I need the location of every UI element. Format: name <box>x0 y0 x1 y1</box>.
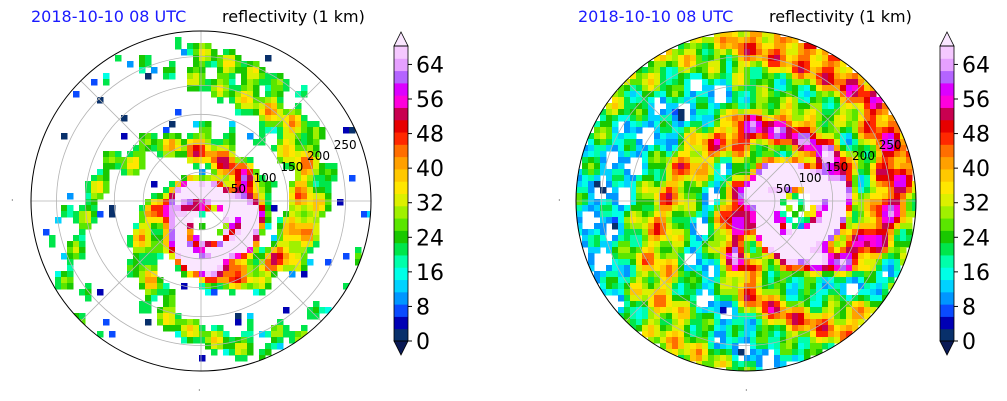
colorbar-tick-label: 56 <box>416 88 444 113</box>
reflectivity-field <box>576 31 916 371</box>
colorbar-tick-label: 64 <box>416 53 444 78</box>
right-field-title: reflectivity (1 km) <box>769 7 912 26</box>
colorbar-tick-label: 32 <box>962 192 990 217</box>
polar-grid <box>31 31 371 371</box>
colorbar-extend-max <box>393 31 409 47</box>
right-time-title: 2018-10-10 08 UTC <box>578 7 734 26</box>
left-axis-tick-w: · <box>11 196 14 205</box>
colorbar-tick-label: 8 <box>416 295 430 320</box>
range-ring-label: 150 <box>825 160 848 174</box>
left-time-title: 2018-10-10 08 UTC <box>31 7 187 26</box>
range-ring-label: 50 <box>231 182 246 196</box>
left-axis-tick-s: · <box>198 386 201 395</box>
colorbar-tick-label: 40 <box>962 157 990 182</box>
reflectivity-field <box>43 37 371 362</box>
colorbar-tick-label: 32 <box>416 192 444 217</box>
colorbar-tick-label: 16 <box>416 261 444 286</box>
range-ring-label: 100 <box>254 171 277 185</box>
colorbar: 0 8 16 24 32 40 48 56 64 <box>939 31 990 356</box>
colorbar-tick-label: 24 <box>962 226 990 251</box>
polar-grid <box>576 31 916 371</box>
right-panel: 2018-10-10 08 UTC reflectivity (1 km) · … <box>547 0 1007 401</box>
plot-boundary <box>575 30 917 372</box>
right-axis-tick-s: · <box>745 386 748 395</box>
range-ring-label: 150 <box>280 160 303 174</box>
left-field-title: reflectivity (1 km) <box>222 7 365 26</box>
colorbar-tick-label: 48 <box>962 123 990 148</box>
colorbar-tick-label: 8 <box>962 295 976 320</box>
colorbar-tick-label: 64 <box>962 53 990 78</box>
right-axis-tick-w: · <box>558 196 561 205</box>
range-ring-label: 100 <box>799 171 822 185</box>
colorbar-tick-label: 0 <box>962 330 976 355</box>
range-ring-label: 250 <box>334 138 357 152</box>
colorbar-tick-label: 56 <box>962 88 990 113</box>
plot-boundary <box>30 30 372 372</box>
range-ring-label: 50 <box>776 182 791 196</box>
range-ring-label: 200 <box>307 149 330 163</box>
colorbar-extend-min <box>393 340 409 356</box>
colorbar-tick-label: 0 <box>416 330 430 355</box>
colorbar-tick-label: 24 <box>416 226 444 251</box>
colorbar-extend-min <box>939 340 955 356</box>
range-ring-label: 250 <box>879 138 902 152</box>
colorbar-extend-max <box>939 31 955 47</box>
colorbar-tick-label: 16 <box>962 261 990 286</box>
colorbar-tick-label: 48 <box>416 123 444 148</box>
range-ring-label: 200 <box>852 149 875 163</box>
colorbar: 0 8 16 24 32 40 48 56 64 <box>393 31 444 356</box>
colorbar-tick-label: 40 <box>416 157 444 182</box>
left-panel: 2018-10-10 08 UTC reflectivity (1 km) · … <box>0 0 503 401</box>
